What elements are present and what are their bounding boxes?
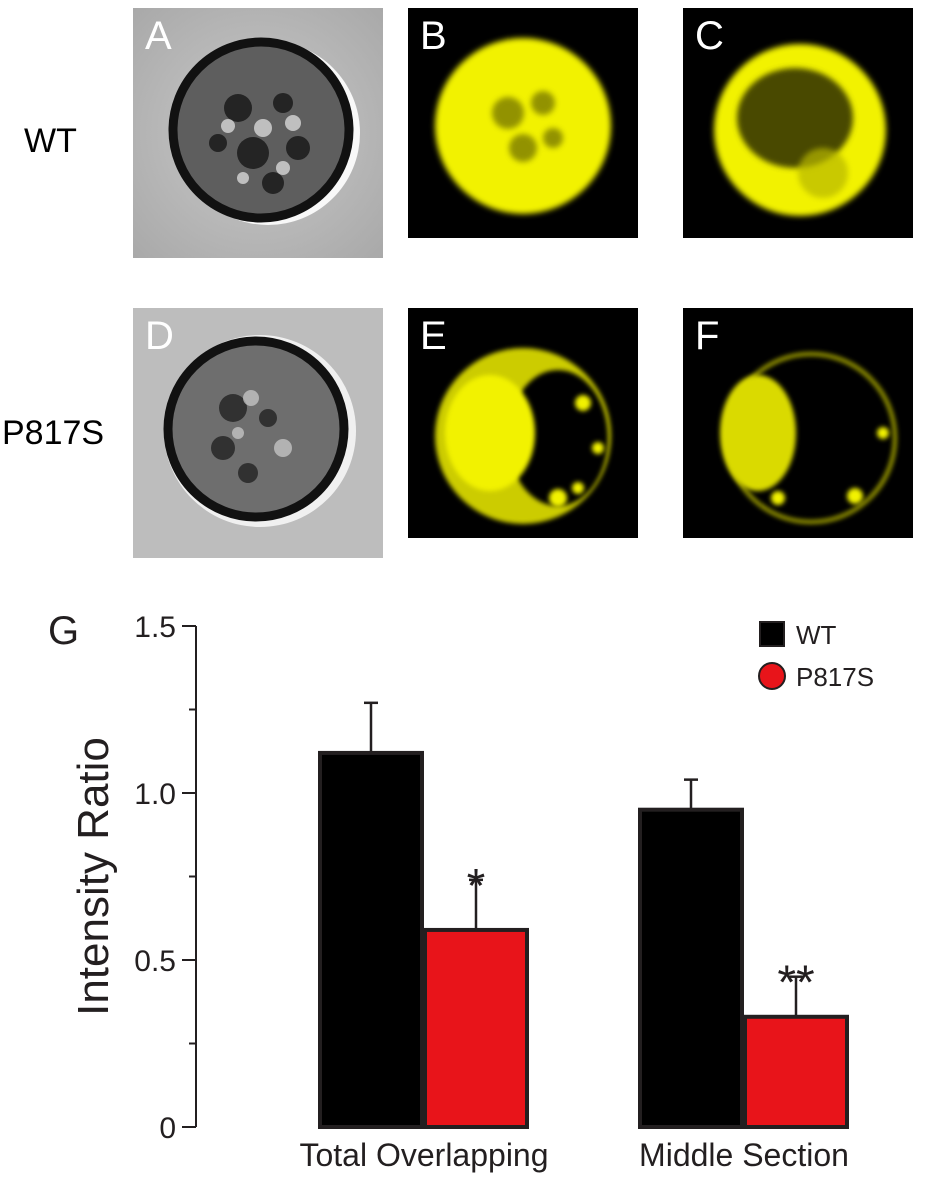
- bar-wt: [318, 750, 424, 1129]
- panel-letter-e: E: [420, 314, 447, 358]
- bar-wt: [638, 807, 744, 1129]
- y-tick-label: 0: [159, 1112, 176, 1145]
- panel-letter-b: B: [420, 14, 447, 58]
- panel-letter-f: F: [695, 314, 720, 358]
- panel-letter-g: G: [48, 609, 79, 653]
- legend-swatch-wt: [759, 621, 785, 647]
- x-tick-label: Middle Section: [639, 1137, 849, 1173]
- row-label-p817s: P817S: [2, 414, 105, 452]
- significance-marker: **: [777, 957, 814, 1010]
- significance-marker: *: [467, 860, 486, 913]
- x-tick-label: Total Overlapping: [299, 1137, 548, 1173]
- row-label-wt: WT: [24, 122, 77, 160]
- y-tick-label: 0.5: [134, 945, 176, 978]
- bar-p817s: [423, 927, 529, 1129]
- bar-chart: G 0 0.5 1.0 1.5 Intensity Ratio * Total Overlap…: [48, 609, 874, 1173]
- bar-p817s: [743, 1014, 849, 1129]
- panel-e-fluorescence-p817s: E: [408, 308, 638, 538]
- legend-swatch-p817s: [758, 662, 786, 690]
- fluorescence-image: [408, 308, 638, 538]
- panel-c-fluorescence-wt: C: [683, 8, 913, 238]
- fluorescence-image: [683, 8, 913, 238]
- legend-label: P817S: [796, 662, 874, 692]
- y-tick-label: 1.0: [134, 778, 176, 811]
- panel-letter-a: A: [145, 14, 172, 58]
- panel-b-fluorescence-wt: B: [408, 8, 638, 238]
- panel-letter-c: C: [695, 14, 724, 58]
- brightfield-image: [133, 8, 383, 258]
- fluorescence-image: [683, 308, 913, 538]
- fluorescence-image: [408, 8, 638, 238]
- y-axis-label: Intensity Ratio: [69, 737, 118, 1016]
- panel-letter-d: D: [145, 314, 174, 358]
- brightfield-image: [133, 308, 383, 558]
- panel-d-brightfield-p817s: D: [133, 308, 383, 558]
- panel-a-brightfield-wt: A: [133, 8, 383, 258]
- y-tick-label: 1.5: [134, 611, 176, 644]
- panel-f-fluorescence-p817s: F: [683, 308, 913, 538]
- legend-label: WT: [796, 620, 837, 650]
